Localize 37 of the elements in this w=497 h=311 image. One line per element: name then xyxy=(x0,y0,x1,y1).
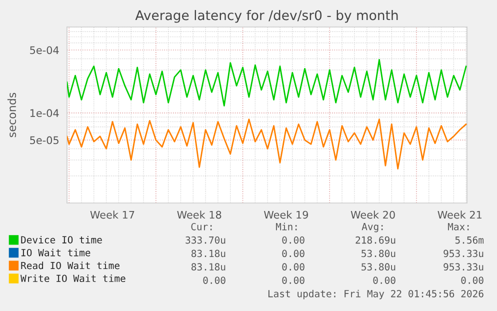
text: 5.56m xyxy=(455,236,484,244)
text: 333.70u xyxy=(186,236,226,244)
legend-label: Read IO Wait time xyxy=(21,262,120,270)
text: 953.33u xyxy=(444,250,484,258)
text: 53.80u xyxy=(362,250,396,258)
text: 0.00 xyxy=(282,263,304,271)
text: 83.18u xyxy=(192,250,226,258)
text: 53.80u xyxy=(362,263,396,271)
text: Avg: xyxy=(362,223,383,232)
text: 218.69u xyxy=(356,236,396,244)
x-tick-label: Week 19 xyxy=(264,210,308,219)
y-tick-label: 5e-04 xyxy=(30,46,59,54)
x-tick-label: Week 20 xyxy=(350,210,395,219)
text: 0.00 xyxy=(373,276,396,284)
x-tick-label: Week 21 xyxy=(438,210,482,219)
legend-label: Write IO Wait time xyxy=(20,274,126,282)
legend-label: Device IO time xyxy=(21,236,102,244)
text: Max: xyxy=(448,223,469,230)
text: Cur: xyxy=(191,222,212,230)
chart-title: Average latency for /dev/sr0 - by month xyxy=(135,10,398,23)
line-series xyxy=(67,59,467,107)
text: Last update: Fri May 22 01:45:56 2026 xyxy=(268,290,484,300)
text: 83.18u xyxy=(192,263,226,271)
line-series xyxy=(67,118,467,170)
x-tick-label: Week 17 xyxy=(90,210,134,219)
legend-label: IO Wait time xyxy=(21,248,90,256)
y-tick-label: 1e-04 xyxy=(30,109,59,118)
text: 0.00 xyxy=(282,276,304,284)
text: 0.00 xyxy=(282,250,304,258)
y-tick-label: 5e-05 xyxy=(30,136,58,144)
text: 0.00 xyxy=(203,276,226,284)
text: 0.00 xyxy=(282,236,304,244)
y-axis-title: seconds xyxy=(7,92,16,138)
text: Min: xyxy=(276,222,297,230)
text: 953.33u xyxy=(444,263,484,271)
x-tick-label: Week 18 xyxy=(177,210,222,219)
text: 0.00 xyxy=(461,276,484,284)
